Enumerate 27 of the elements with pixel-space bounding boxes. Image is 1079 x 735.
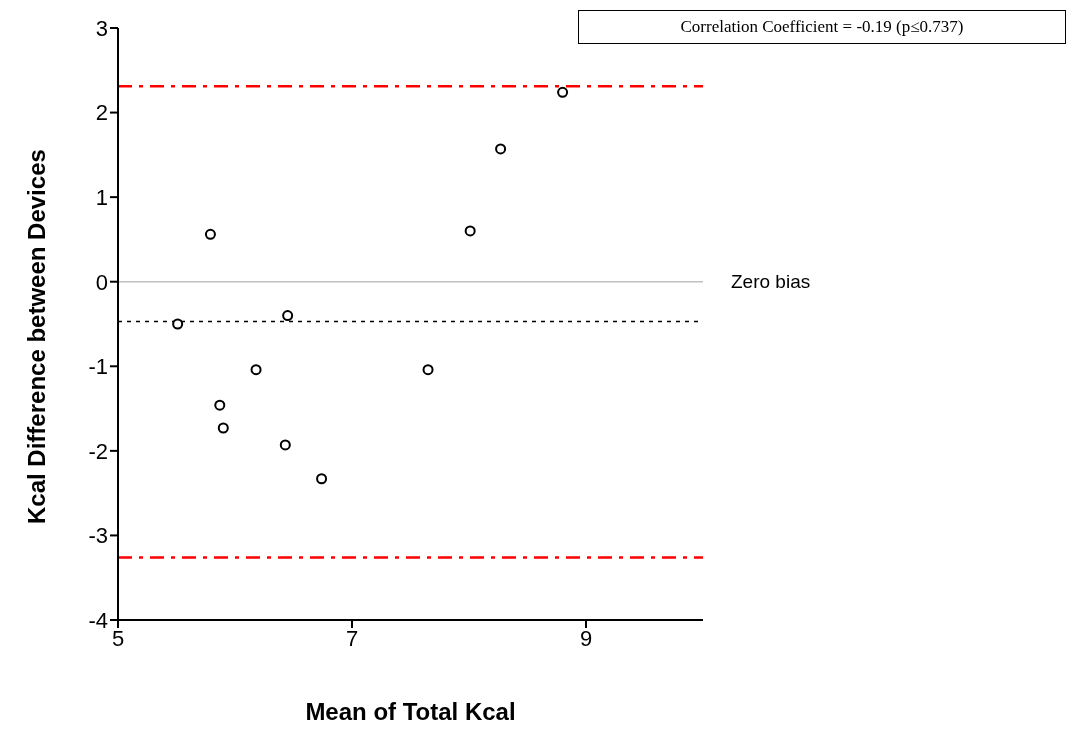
ref-line-label: Zero bias (731, 271, 811, 293)
y-tick-label: 3 (95, 15, 108, 41)
y-tick-label: -2 (88, 438, 108, 464)
y-tick-label: 0 (95, 269, 108, 295)
point (422, 364, 434, 376)
point (204, 228, 216, 240)
point (282, 310, 294, 322)
point (464, 225, 476, 237)
y-tick-label: 2 (95, 100, 108, 126)
point (217, 422, 229, 434)
point (250, 364, 262, 376)
y-tick-label: -4 (88, 607, 108, 633)
x-tick-label: 5 (111, 625, 125, 651)
point (495, 143, 507, 155)
y-tick-label: 1 (95, 184, 108, 210)
x-axis-title: Mean of Total Kcal (305, 698, 516, 725)
y-axis-title: Kcal Difference between Devices (22, 149, 50, 524)
y-tick-label: -3 (88, 523, 108, 549)
point (172, 318, 184, 330)
point (316, 473, 328, 485)
point (557, 86, 569, 98)
x-tick-label: 9 (579, 625, 593, 651)
x-tick-label: 7 (345, 625, 359, 651)
point (214, 399, 226, 411)
y-tick-label: -1 (88, 354, 108, 380)
point (279, 439, 291, 451)
annotation: Correlation Coefficient = -0.19 (p≤0.737) (578, 10, 1066, 44)
